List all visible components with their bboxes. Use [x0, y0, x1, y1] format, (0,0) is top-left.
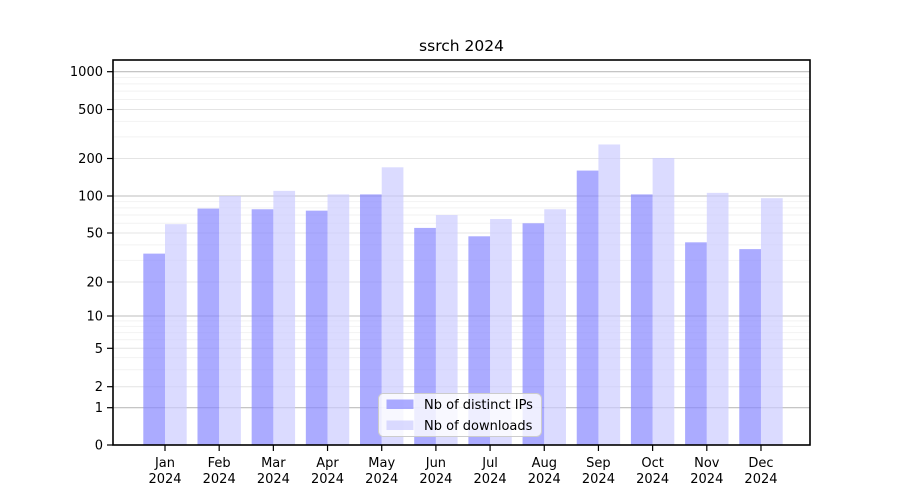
bar-feb-downloads: [219, 196, 241, 445]
x-tick-label: Jul 2024: [474, 456, 507, 487]
legend-swatch-downloads: [386, 420, 414, 430]
legend-swatch-distinct-ips: [386, 399, 414, 409]
x-tick-label: Sep 2024: [582, 456, 615, 487]
legend-box: [378, 393, 542, 437]
x-tick-label: May 2024: [365, 456, 398, 487]
y-tick-label: 5: [95, 342, 103, 357]
x-tick-year: 2024: [203, 472, 236, 487]
bar-jan-downloads: [165, 224, 187, 445]
bar-sep-downloads: [598, 144, 621, 446]
x-tick-label: Apr 2024: [311, 456, 344, 487]
bar-may-distinct-ips: [360, 194, 382, 445]
bar-oct-distinct-ips: [630, 194, 653, 445]
x-tick-year: 2024: [636, 472, 669, 487]
x-tick-month: Nov: [694, 456, 720, 471]
plot-border: [112, 59, 811, 446]
x-tick-label: Aug 2024: [528, 456, 561, 487]
x-tick-month: Aug: [532, 456, 557, 471]
chart-title: ssrch 2024: [419, 37, 504, 55]
bar-jun-distinct-ips: [414, 227, 436, 445]
y-tick-label: 200: [78, 152, 103, 167]
x-tick-month: Dec: [748, 456, 773, 471]
y-tick-label: 50: [86, 227, 103, 242]
x-tick-label: Jun 2024: [419, 456, 452, 487]
x-tick-label: Dec 2024: [744, 456, 777, 487]
legend-label-downloads: Nb of downloads: [424, 419, 533, 434]
bar-jan-distinct-ips: [143, 253, 165, 445]
legend: Nb of distinct IPs Nb of downloads: [378, 393, 542, 437]
x-tick-year: 2024: [311, 472, 344, 487]
bar-mar-distinct-ips: [251, 209, 274, 445]
x-tick-year: 2024: [148, 472, 181, 487]
x-tick-year: 2024: [365, 472, 398, 487]
y-tick-label: 500: [78, 103, 103, 118]
bar-feb-distinct-ips: [197, 208, 220, 445]
bar-nov-distinct-ips: [685, 242, 707, 445]
y-tick-label: 1: [95, 401, 103, 416]
y-tick-label: 2: [95, 380, 103, 395]
bar-aug-downloads: [544, 209, 566, 445]
x-tick-label: Feb 2024: [203, 456, 236, 487]
x-tick-month: May: [368, 456, 395, 471]
x-tick-year: 2024: [257, 472, 290, 487]
legend-label-distinct-ips: Nb of distinct IPs: [424, 398, 533, 413]
x-tick-label: Oct 2024: [636, 456, 669, 487]
bar-nov-downloads: [706, 192, 729, 445]
x-tick-label: Nov 2024: [690, 456, 723, 487]
y-tick-label: 1000: [70, 65, 103, 80]
x-tick-label: Mar 2024: [257, 456, 290, 487]
bar-aug-distinct-ips: [522, 223, 545, 445]
y-tick-label: 10: [86, 310, 103, 325]
x-tick-month: Sep: [586, 456, 611, 471]
bar-may-downloads: [381, 167, 404, 445]
bars: [143, 144, 783, 446]
bar-jul-distinct-ips: [468, 236, 491, 445]
y-tick-label: 20: [86, 276, 103, 291]
bar-apr-downloads: [327, 194, 350, 445]
bar-apr-distinct-ips: [305, 210, 328, 445]
x-tick-year: 2024: [690, 472, 723, 487]
y-tick-label: 100: [78, 190, 103, 205]
x-tick-label: Jan 2024: [148, 456, 181, 487]
bar-jun-downloads: [435, 215, 458, 445]
x-tick-month: Apr: [316, 456, 339, 471]
bar-dec-distinct-ips: [739, 249, 761, 445]
bar-oct-downloads: [652, 157, 675, 445]
x-tick-year: 2024: [744, 472, 777, 487]
x-tick-month: Jan: [154, 456, 175, 471]
y-axis: 0 1 2 5 10 20 50 100 200 500 1000: [70, 65, 113, 454]
x-tick-month: Mar: [261, 456, 286, 471]
x-tick-year: 2024: [474, 472, 507, 487]
x-tick-year: 2024: [582, 472, 615, 487]
bar-sep-distinct-ips: [576, 170, 599, 445]
bar-dec-downloads: [760, 198, 783, 445]
x-tick-month: Oct: [641, 456, 663, 471]
bar-jul-downloads: [490, 218, 512, 445]
x-tick-month: Jul: [481, 456, 498, 471]
x-tick-year: 2024: [419, 472, 452, 487]
x-tick-month: Feb: [208, 456, 231, 471]
y-tick-label: 0: [95, 439, 103, 454]
x-tick-month: Jun: [425, 456, 446, 471]
x-tick-year: 2024: [528, 472, 561, 487]
bar-mar-downloads: [273, 190, 296, 445]
